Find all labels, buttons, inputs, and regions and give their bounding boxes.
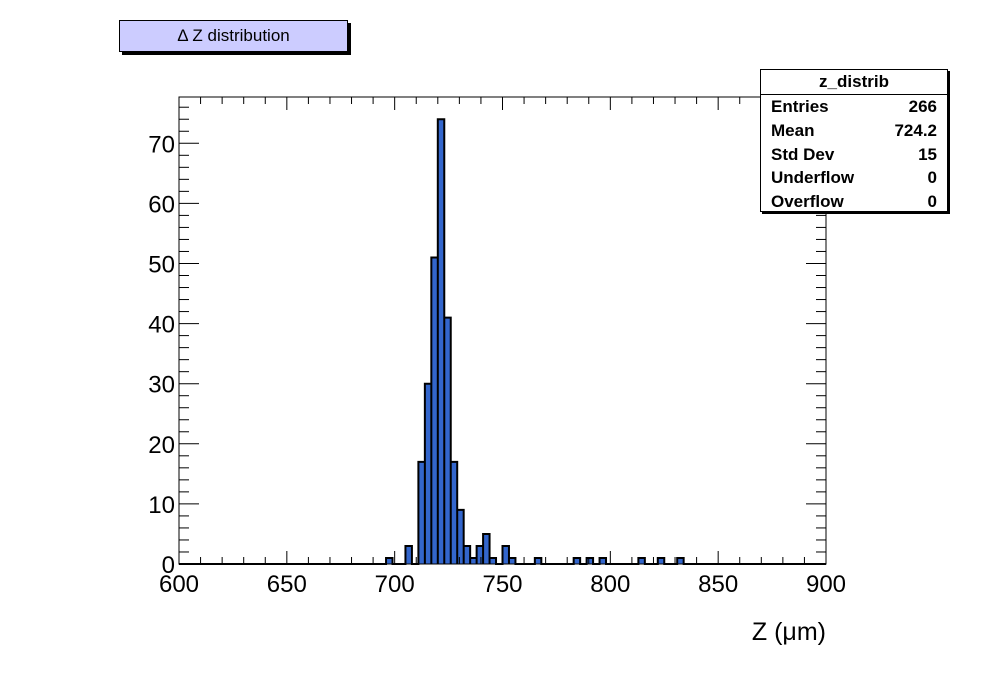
y-tick-label: 70 xyxy=(148,131,175,158)
stats-row-underflow: Underflow 0 xyxy=(761,166,947,190)
histogram-bar xyxy=(483,533,490,564)
y-tick-label: 40 xyxy=(148,312,175,339)
histogram-outline xyxy=(179,118,826,565)
stats-row-overflow: Overflow 0 xyxy=(761,190,947,214)
y-tick-label: 0 xyxy=(162,552,175,579)
stats-label: Overflow xyxy=(771,192,844,212)
y-tick-label: 20 xyxy=(148,432,175,459)
stats-row-mean: Mean 724.2 xyxy=(761,119,947,143)
x-tick-label: 700 xyxy=(375,571,415,598)
plot-frame xyxy=(178,96,827,565)
stats-label: Mean xyxy=(771,120,815,140)
stats-row-stddev: Std Dev 15 xyxy=(761,143,947,167)
x-tick-label: 900 xyxy=(806,571,846,598)
histogram-bars xyxy=(179,118,826,565)
histogram-bar xyxy=(450,461,458,564)
histogram-bar xyxy=(444,317,451,564)
histogram-bar xyxy=(573,557,581,564)
y-tick-label: 30 xyxy=(148,372,175,399)
histogram-bar xyxy=(476,545,484,564)
stats-value: 0 xyxy=(927,168,937,188)
stats-label: Underflow xyxy=(771,168,855,188)
x-tick-label: 850 xyxy=(698,571,738,598)
histogram-bar xyxy=(502,545,509,564)
histogram-bar xyxy=(657,557,665,564)
histogram-bar xyxy=(508,557,516,564)
y-tick-label: 10 xyxy=(148,492,175,519)
y-tick-label: 50 xyxy=(148,251,175,278)
stats-value: 0 xyxy=(927,192,937,212)
histogram-bar xyxy=(599,557,607,564)
histogram-bar xyxy=(457,509,464,564)
histogram-bar xyxy=(405,545,412,564)
histogram-bar xyxy=(470,557,477,564)
histogram-bar xyxy=(437,119,445,564)
histogram-bar xyxy=(463,545,471,564)
histogram-bar xyxy=(489,557,497,564)
stats-title: z_distrib xyxy=(761,70,947,95)
stats-row-entries: Entries 266 xyxy=(761,95,947,119)
x-tick-label: 800 xyxy=(590,571,630,598)
y-axis-ticks: 0 10 20 30 40 50 60 70 xyxy=(148,106,826,579)
histogram-bar xyxy=(386,557,393,564)
histogram-bar xyxy=(431,257,438,564)
x-axis-ticks: 600 650 700 750 800 850 900 xyxy=(159,97,846,598)
histogram-bar xyxy=(424,383,432,564)
plot-frame-rect xyxy=(178,96,827,565)
stats-value: 266 xyxy=(908,97,937,116)
chart-title: Δ Z distribution xyxy=(119,20,348,52)
stats-value: 724.2 xyxy=(894,120,937,140)
x-tick-label: 600 xyxy=(159,571,199,598)
y-tick-label: 60 xyxy=(148,191,175,218)
stats-box: z_distrib Entries 266 Mean 724.2 Std Dev… xyxy=(760,69,948,212)
histogram-bar xyxy=(418,461,425,564)
x-axis-title: Z (μm) xyxy=(752,618,826,646)
stats-label: Std Dev xyxy=(771,144,835,164)
x-tick-label: 650 xyxy=(267,571,307,598)
stats-label: Entries xyxy=(771,97,829,116)
stats-value: 15 xyxy=(918,144,937,164)
histogram-bar xyxy=(534,557,542,564)
histogram-bar xyxy=(677,557,684,564)
histogram-bar xyxy=(638,557,645,564)
histogram-bar xyxy=(586,557,594,564)
x-tick-label: 750 xyxy=(482,571,522,598)
